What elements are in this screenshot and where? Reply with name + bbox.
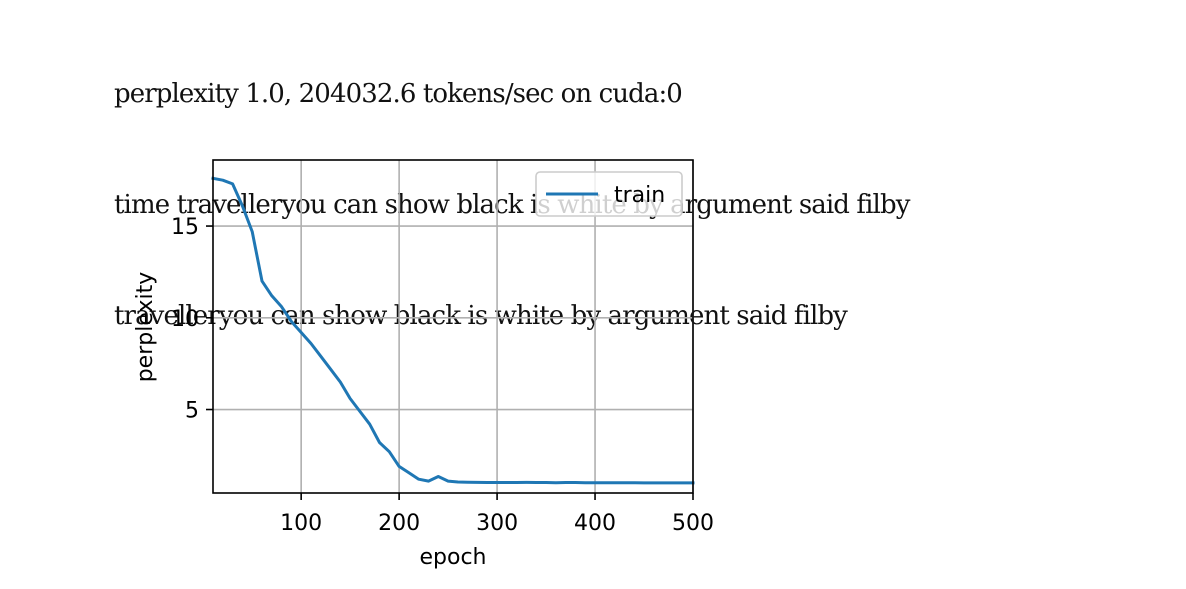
x-tick-label: 400 — [574, 511, 616, 536]
tick-labels: 100 200 300 400 500 5 10 15 — [171, 215, 714, 536]
y-tick-label: 5 — [185, 399, 199, 424]
legend-label-train: train — [614, 183, 665, 208]
x-tick-label: 500 — [672, 511, 714, 536]
y-axis-label: perplexity — [133, 272, 158, 383]
x-tick-label: 300 — [476, 511, 518, 536]
y-tick-label: 15 — [171, 215, 199, 240]
output-line-prediction-2: travelleryou can show black is white by … — [114, 301, 848, 331]
plot-frame — [212, 159, 694, 494]
x-axis-label: epoch — [420, 545, 487, 570]
legend: train — [535, 171, 683, 217]
y-tick-label: 10 — [171, 307, 199, 332]
series-line-train — [211, 176, 695, 485]
series-layer — [211, 176, 695, 485]
output-line-perplexity: perplexity 1.0, 204032.6 tokens/sec on c… — [114, 79, 683, 109]
x-tick-label: 200 — [378, 511, 420, 536]
legend-box — [535, 171, 683, 217]
x-tick-label: 100 — [280, 511, 322, 536]
axes — [206, 159, 694, 500]
